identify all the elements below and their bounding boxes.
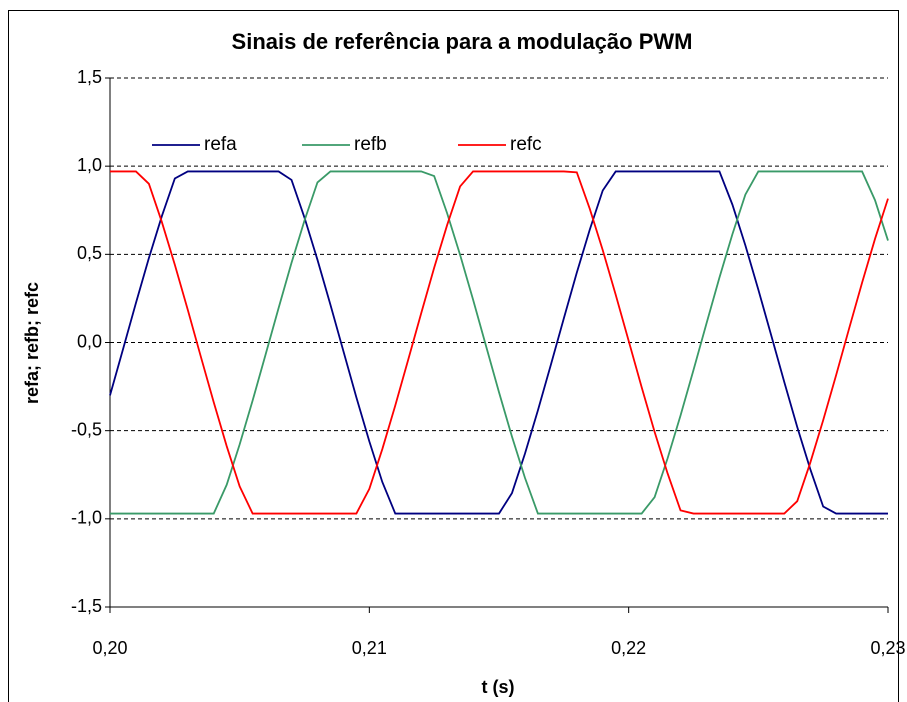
x-tick-label: 0,22: [611, 638, 646, 658]
y-tick-label: -0,5: [71, 419, 102, 439]
series-line: [109, 170, 888, 515]
legend-label: refc: [510, 134, 542, 155]
y-tick-label: 0,0: [77, 331, 102, 351]
y-axis-label: refa; refb; refc: [22, 282, 42, 404]
x-tick-label: 0,23: [870, 638, 905, 658]
chart-frame: [8, 10, 899, 702]
y-tick-label: -1,0: [71, 508, 102, 528]
x-tick-label: 0,21: [352, 638, 387, 658]
series-line: [110, 170, 889, 515]
legend-label: refa: [204, 134, 237, 155]
x-tick-label: 0,20: [92, 638, 127, 658]
y-tick-label: -1,5: [71, 596, 102, 616]
legend-label: refb: [354, 134, 387, 155]
y-tick-label: 1,5: [77, 67, 102, 87]
x-axis-label: t (s): [482, 677, 515, 697]
series-line: [110, 170, 889, 515]
y-tick-label: 0,5: [77, 243, 102, 263]
y-tick-label: 1,0: [77, 155, 102, 175]
chart-title: Sinais de referência para a modulação PW…: [232, 29, 693, 54]
